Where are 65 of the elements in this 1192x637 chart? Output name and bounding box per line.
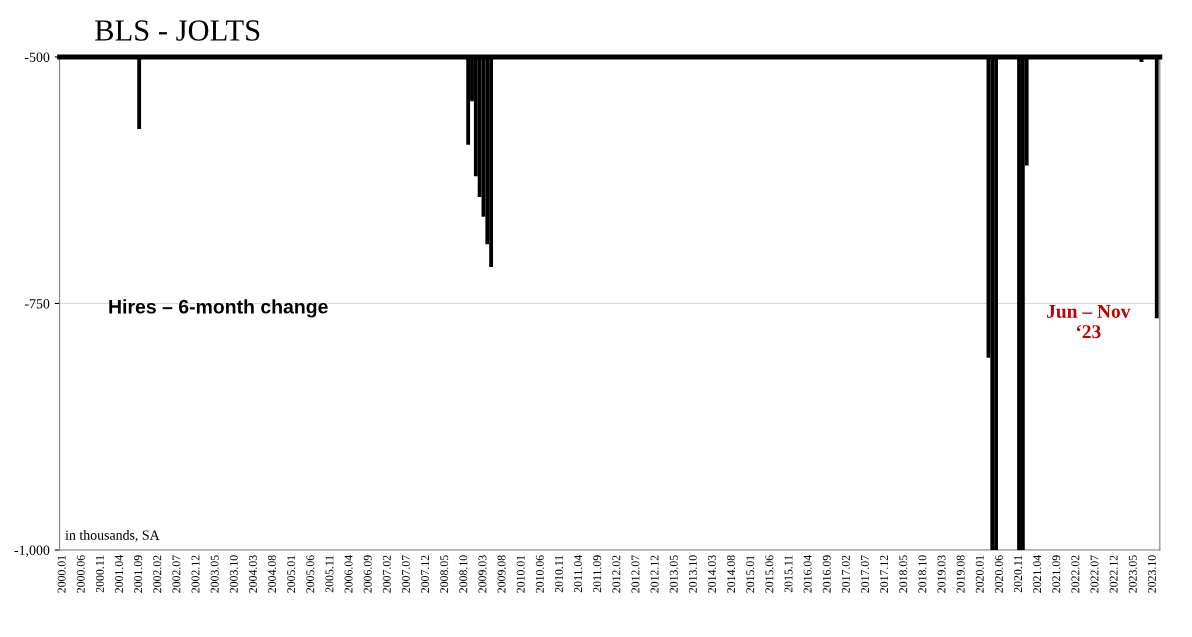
x-tick-label: 2017.12 xyxy=(880,555,889,593)
x-tick-label: 2023.05 xyxy=(1128,555,1137,593)
x-tick-label: 2018.10 xyxy=(918,555,927,593)
x-tick-label: 2007.07 xyxy=(401,555,410,593)
x-tick-label: 2000.11 xyxy=(95,555,104,593)
x-tick-label: 2014.03 xyxy=(707,555,716,593)
x-tick-label: 2003.10 xyxy=(229,555,238,593)
x-tick-label: 2000.01 xyxy=(57,555,66,593)
x-tick-label: 2016.09 xyxy=(822,555,831,593)
x-tick-label: 2017.02 xyxy=(841,555,850,593)
x-tick-label: 2019.08 xyxy=(956,555,965,593)
x-tick-label: 2009.03 xyxy=(478,555,487,593)
x-tick-label: 2015.06 xyxy=(765,555,774,593)
x-tick-label: 2012.07 xyxy=(631,555,640,593)
x-tick-label: 2023.10 xyxy=(1147,555,1156,593)
x-tick-label: 2010.06 xyxy=(535,555,544,593)
x-tick-label: 2002.02 xyxy=(153,555,162,593)
x-tick-label: 2006.09 xyxy=(363,555,372,593)
x-tick-label: 2016.04 xyxy=(803,555,812,593)
x-tick-label: 2022.07 xyxy=(1090,555,1099,593)
x-tick-label: 2013.05 xyxy=(669,555,678,593)
x-tick-label: 2022.02 xyxy=(1071,555,1080,593)
annotation: Jun – Nov ‘23 xyxy=(1047,304,1131,339)
x-tick-label: 2006.04 xyxy=(344,555,353,593)
y-tick-label: -1,000 xyxy=(14,545,50,557)
y-tick-label: -750 xyxy=(24,299,50,309)
x-tick-label: 2000.06 xyxy=(76,555,85,593)
x-tick-label: 2008.10 xyxy=(459,555,468,593)
x-tick-label: 2010.11 xyxy=(554,555,563,593)
x-tick-label: 2004.08 xyxy=(268,555,277,593)
x-tick-label: 2014.08 xyxy=(727,555,736,593)
x-tick-label: 2002.07 xyxy=(172,555,181,593)
x-tick-label: 2013.10 xyxy=(688,555,697,593)
x-tick-label: 2005.11 xyxy=(325,555,334,593)
x-tick-label: 2005.01 xyxy=(287,555,296,593)
y-tick-label: -500 xyxy=(24,52,50,62)
x-tick-label: 2007.12 xyxy=(421,555,430,593)
chart-title: BLS - JOLTS xyxy=(95,20,260,41)
x-tick-label: 2005.06 xyxy=(306,555,315,593)
x-tick-label: 2007.02 xyxy=(382,555,391,593)
x-tick-label: 2020.06 xyxy=(994,555,1003,593)
x-tick-label: 2011.09 xyxy=(593,555,602,593)
x-tick-label: 2019.03 xyxy=(937,555,946,593)
x-tick-label: 2003.05 xyxy=(210,555,219,593)
x-tick-label: 2004.03 xyxy=(248,555,257,593)
x-tick-label: 2009.08 xyxy=(497,555,506,593)
x-tick-label: 2012.02 xyxy=(612,555,621,593)
x-tick-label: 2010.01 xyxy=(516,555,525,593)
x-tick-label: 2001.09 xyxy=(134,555,143,593)
x-tick-label: 2021.09 xyxy=(1052,555,1061,593)
x-tick-label: 2020.11 xyxy=(1014,555,1023,593)
x-tick-label: 2015.11 xyxy=(784,555,793,593)
annotation: Hires – 6-month change xyxy=(109,299,328,318)
x-tick-label: 2012.12 xyxy=(650,555,659,593)
x-tick-label: 2015.01 xyxy=(746,555,755,593)
annotation: in thousands, SA xyxy=(65,529,160,542)
x-tick-label: 2008.05 xyxy=(440,555,449,593)
x-tick-label: 2021.04 xyxy=(1033,555,1042,593)
x-tick-label: 2018.05 xyxy=(899,555,908,593)
x-tick-label: 2020.01 xyxy=(975,555,984,593)
x-tick-label: 2011.04 xyxy=(574,555,583,593)
x-tick-label: 2022.12 xyxy=(1109,555,1118,593)
x-tick-label: 2002.12 xyxy=(191,555,200,593)
x-tick-label: 2017.07 xyxy=(861,555,870,593)
x-tick-label: 2001.04 xyxy=(115,555,124,593)
